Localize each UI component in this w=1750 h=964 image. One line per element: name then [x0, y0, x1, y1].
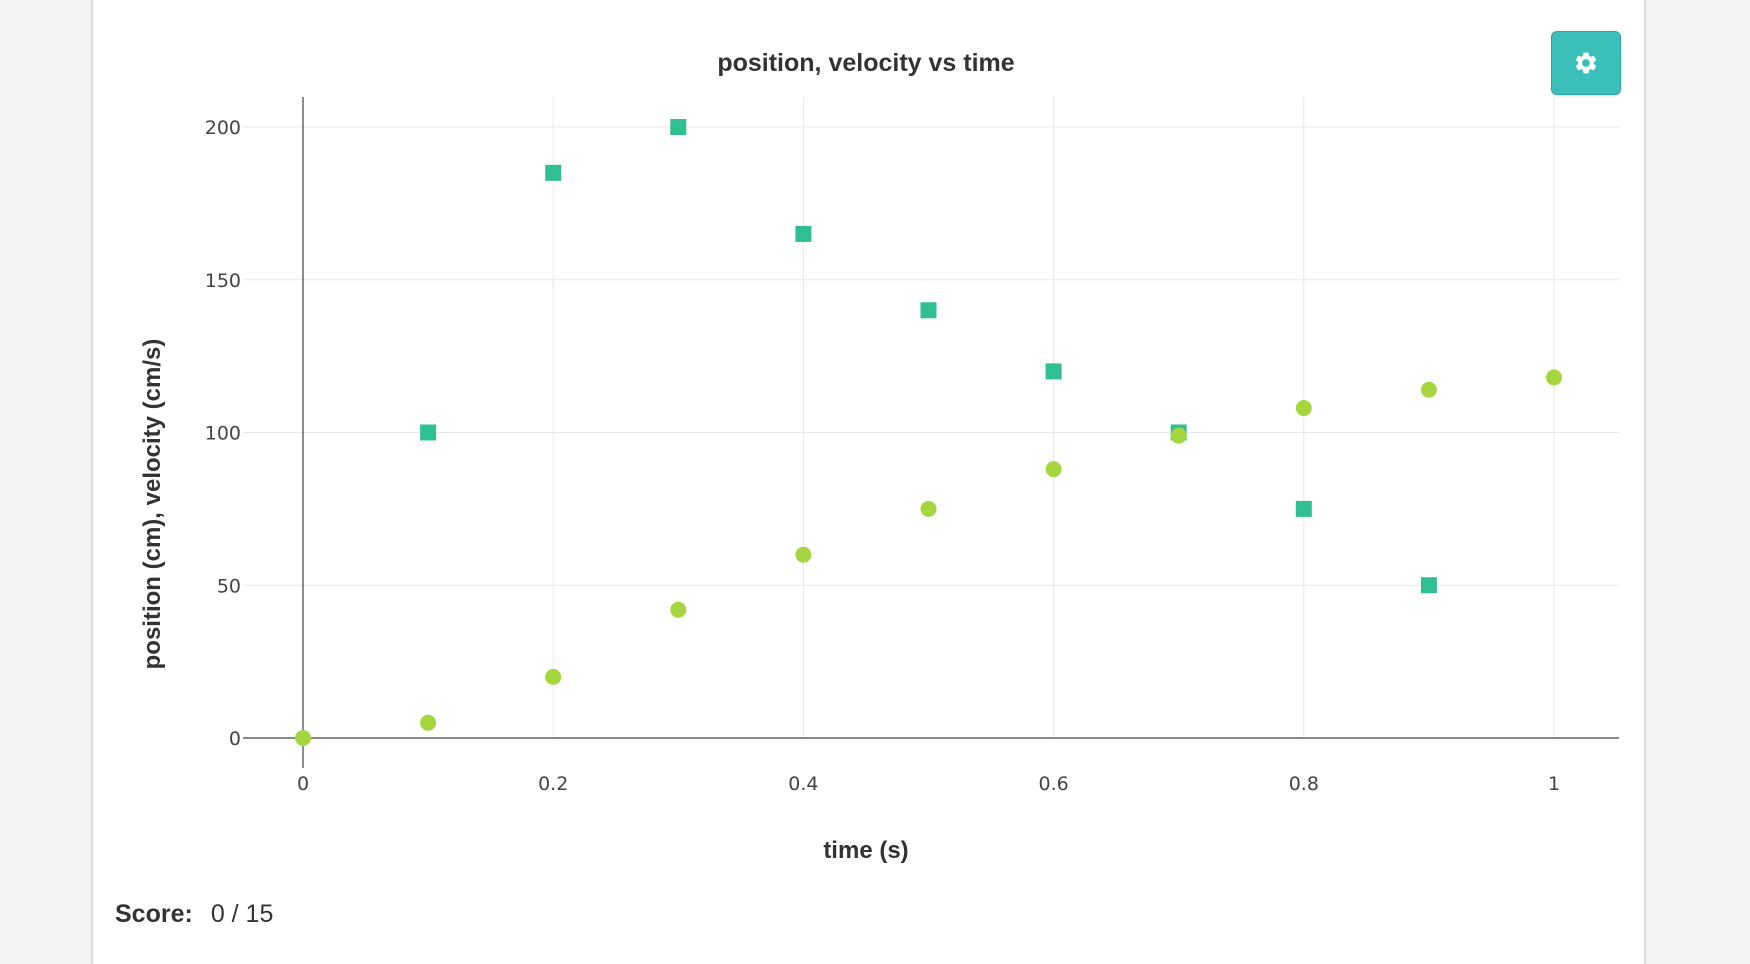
- y-tick-label: 100: [205, 423, 241, 445]
- y-tick-label: 50: [217, 575, 241, 597]
- data-point-circle: [295, 730, 311, 746]
- data-point-circle: [795, 546, 812, 563]
- y-tick-label: 200: [205, 117, 241, 139]
- x-tick-label: 0.2: [538, 773, 568, 795]
- x-tick-label: 0.4: [788, 773, 818, 795]
- x-tick-label: 0.6: [1038, 773, 1068, 795]
- data-point-square: [920, 302, 937, 319]
- x-tick-label: 0.8: [1289, 773, 1319, 795]
- data-point-square: [420, 424, 437, 441]
- data-point-square: [545, 164, 562, 181]
- data-point-circle: [1295, 400, 1312, 417]
- chart-title: position, velocity vs time: [717, 49, 1014, 77]
- data-point-circle: [1546, 369, 1562, 386]
- score-label: Score:: [115, 900, 193, 928]
- data-point-circle: [545, 668, 562, 685]
- data-point-circle: [920, 500, 937, 517]
- score-display: Score: 0 / 15: [115, 900, 273, 929]
- data-point-square: [1420, 577, 1437, 594]
- axes: [243, 97, 1619, 768]
- grid: [243, 97, 1619, 738]
- gear-icon: [1575, 52, 1597, 74]
- data-point-circle: [420, 714, 437, 731]
- data-point-circle: [1045, 461, 1062, 478]
- data-point-circle: [1420, 381, 1437, 398]
- data-point-circle: [1170, 427, 1187, 444]
- data-point-square: [795, 225, 812, 242]
- y-tick-label: 150: [205, 270, 241, 292]
- data-point-circle: [670, 601, 687, 618]
- data-point-square: [1045, 363, 1062, 380]
- data-point-square: [1295, 500, 1312, 517]
- x-tick-label: 0: [297, 773, 309, 795]
- chart-panel: [91, 0, 1646, 964]
- data-point-square: [670, 119, 687, 135]
- x-tick-label: 1: [1548, 773, 1560, 795]
- x-axis-title: time (s): [823, 837, 908, 864]
- y-tick-label: 0: [229, 728, 241, 750]
- tick-labels: 0 0.2 0.4 0.6 0.8 1 0 50 100 150 200: [205, 117, 1560, 795]
- data-points: [295, 119, 1562, 746]
- settings-button[interactable]: [1551, 31, 1621, 95]
- score-value: 0 / 15: [210, 900, 274, 928]
- y-axis-title: position (cm), velocity (cm/s): [139, 339, 166, 670]
